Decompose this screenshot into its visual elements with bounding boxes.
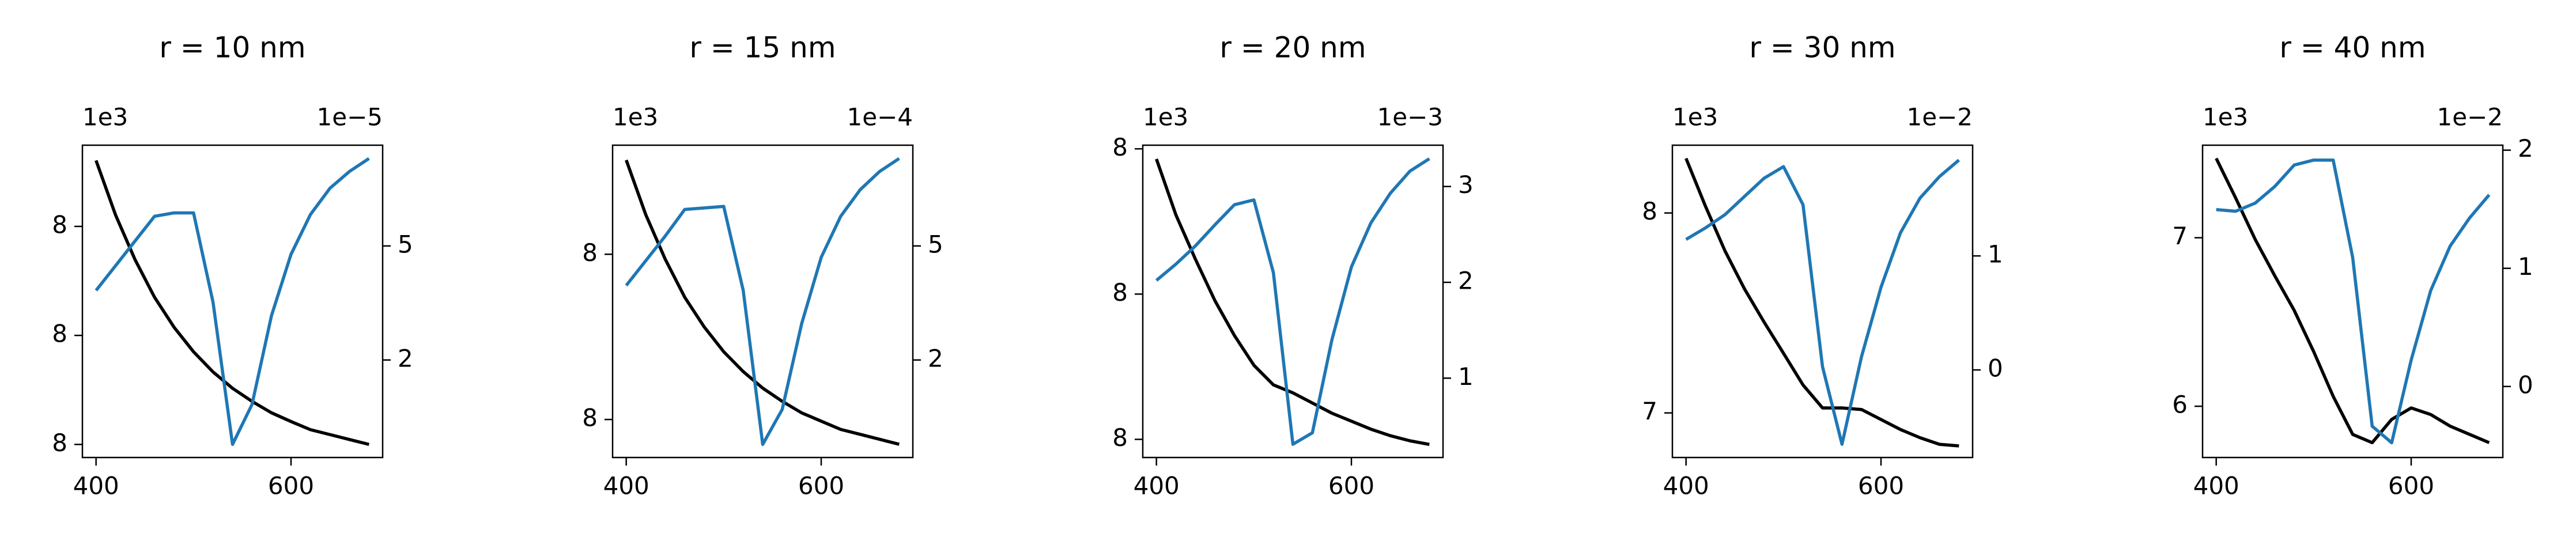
series-line (625, 159, 900, 446)
series-line (2216, 158, 2491, 445)
series-line (2215, 157, 2490, 445)
x-tick-label: 600 (1858, 472, 1904, 500)
plot-area (625, 157, 900, 446)
y-tick-label: 8 (1112, 278, 1128, 307)
x-tick-label: 400 (2193, 472, 2239, 500)
y2-tick-label: 5 (398, 230, 413, 258)
y-tick-label: 7 (2172, 222, 2188, 250)
y2-offset-text: 1e−4 (847, 103, 913, 131)
x-tick-label: 400 (73, 472, 119, 500)
y2-tick-label: 1 (2518, 252, 2533, 281)
y2-tick-label: 1 (1988, 240, 2003, 269)
x-tick-label: 400 (1663, 472, 1709, 500)
y-tick-label: 8 (52, 210, 67, 239)
series-line (1685, 158, 1961, 446)
axes-frame (1671, 144, 1974, 459)
y-tick-label: 8 (1642, 197, 1657, 225)
subplot-title: r = 15 nm (689, 31, 836, 65)
y-tick-label: 8 (52, 320, 67, 348)
y2-tick-label: 0 (2518, 370, 2533, 399)
subplot-title: r = 40 nm (2279, 31, 2426, 65)
y2-tick-label: 3 (1458, 171, 1474, 199)
axes-frame (2201, 144, 2504, 459)
series-line (1155, 158, 1430, 447)
y-offset-text: 1e3 (613, 103, 658, 131)
y-tick-label: 8 (582, 404, 598, 432)
series-line (625, 157, 900, 446)
y-offset-text: 1e3 (1672, 103, 1718, 131)
y2-tick-label: 2 (928, 344, 943, 372)
y-tick-label: 7 (1642, 397, 1657, 425)
y2-tick-label: 2 (1458, 266, 1474, 294)
x-tick-label: 600 (798, 472, 844, 500)
axes-frame (611, 144, 914, 459)
y2-tick-label: 5 (928, 230, 943, 258)
x-tick-label: 600 (268, 472, 314, 500)
subplot-title: r = 20 nm (1219, 31, 1366, 65)
axes-frame (81, 144, 384, 459)
y-offset-text: 1e3 (1143, 103, 1188, 131)
x-tick-label: 400 (603, 472, 649, 500)
series-line (1684, 157, 1959, 448)
y2-offset-text: 1e−2 (2437, 103, 2503, 131)
axes-frame (1142, 144, 1444, 459)
plot-area (95, 157, 370, 446)
y2-tick-label: 2 (398, 344, 413, 372)
series-line (95, 160, 369, 446)
y2-offset-text: 1e−5 (317, 103, 383, 131)
plot-area (1684, 157, 1961, 448)
plot-area (1155, 157, 1430, 447)
plot-area (2215, 157, 2491, 445)
y2-offset-text: 1e−2 (1907, 103, 1973, 131)
y2-tick-label: 0 (1988, 354, 2003, 383)
y-tick-label: 6 (2172, 391, 2188, 419)
y2-tick-label: 1 (1458, 362, 1474, 391)
y2-tick-label: 2 (2518, 134, 2533, 162)
y-tick-label: 8 (582, 239, 598, 267)
x-tick-label: 600 (1328, 472, 1374, 500)
y-offset-text: 1e3 (82, 103, 128, 131)
y-tick-label: 8 (52, 429, 67, 457)
y-offset-text: 1e3 (2203, 103, 2248, 131)
x-tick-label: 600 (2388, 472, 2434, 500)
y-tick-label: 8 (1112, 424, 1128, 452)
y2-offset-text: 1e−3 (1377, 103, 1443, 131)
series-line (1155, 157, 1430, 446)
series-line (95, 157, 370, 446)
y-tick-label: 8 (1112, 133, 1128, 161)
subplot-title: r = 10 nm (159, 31, 305, 65)
x-tick-label: 400 (1134, 472, 1180, 500)
subplot-title: r = 30 nm (1749, 31, 1895, 65)
